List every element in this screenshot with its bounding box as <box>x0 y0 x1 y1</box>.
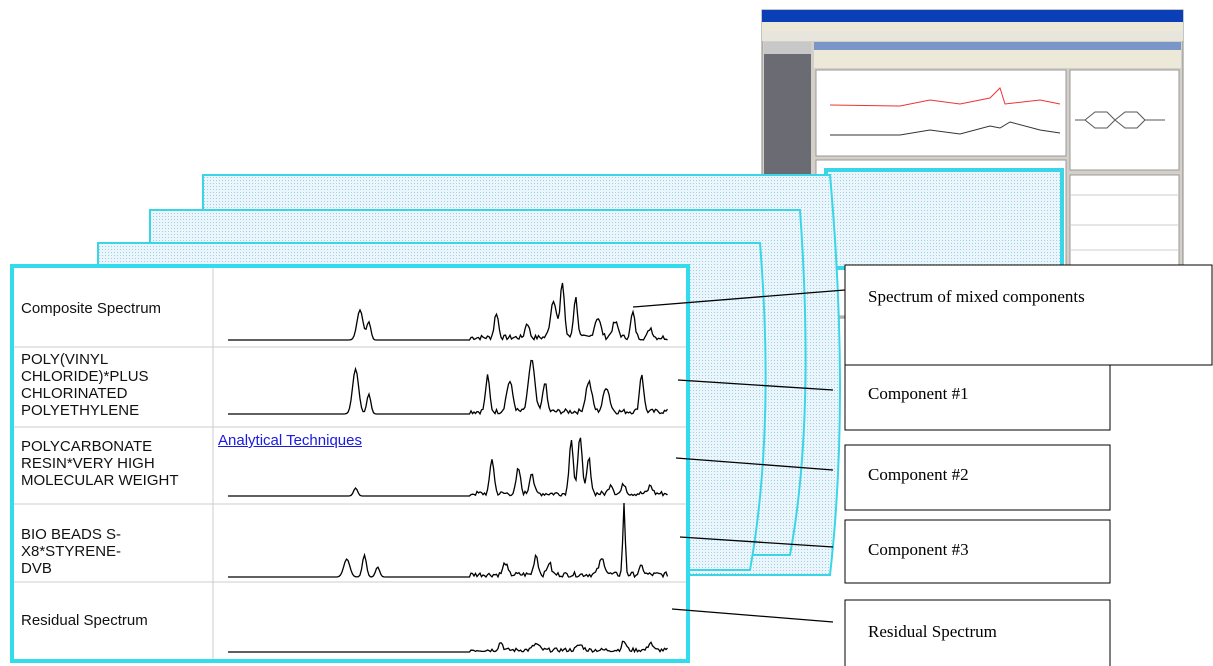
row-label: Residual Spectrum <box>21 612 148 629</box>
callout-label: Spectrum of mixed components <box>868 287 1085 306</box>
spectrum-trace <box>228 640 668 654</box>
analytical-techniques-link[interactable]: Analytical Techniques <box>218 432 362 449</box>
spectrum-trace <box>228 502 669 579</box>
row-dividers <box>14 346 686 583</box>
row-label: POLY(VINYL CHLORIDE)*PLUS CHLORINATED PO… <box>21 351 149 419</box>
spectra <box>228 282 669 654</box>
table-frame <box>10 264 690 663</box>
row-label: POLYCARBONATE RESIN*VERY HIGH MOLECULAR … <box>21 438 179 489</box>
callout-label: Residual Spectrum <box>868 622 997 641</box>
callout-boxes <box>844 264 1213 666</box>
callout-label: Component #2 <box>868 465 969 484</box>
callout-label: Component #1 <box>868 384 969 403</box>
spectrum-trace <box>228 282 668 341</box>
spectrum-trace <box>228 437 668 498</box>
sheet-highlight <box>824 168 1064 270</box>
callout-label: Component #3 <box>868 540 969 559</box>
row-label: BIO BEADS S-X8*STYRENE-DVB <box>21 526 122 577</box>
leader-lines <box>632 289 846 623</box>
spectrum-trace <box>228 359 669 416</box>
row-label: Composite Spectrum <box>21 300 162 317</box>
